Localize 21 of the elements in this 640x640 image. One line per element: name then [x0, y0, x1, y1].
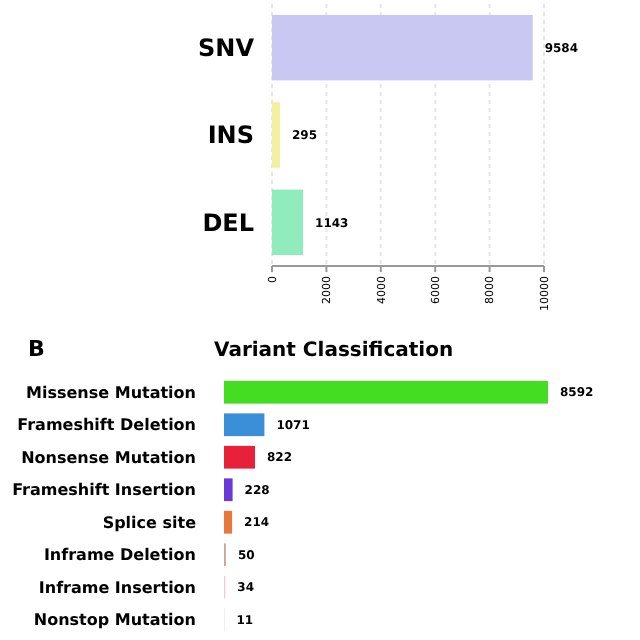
bar: [224, 445, 255, 469]
chart-title: Variant Classification: [214, 340, 454, 362]
y-tick-label: DEL: [202, 208, 255, 237]
y-tick-label: Inframe Insertion: [38, 578, 197, 597]
y-tick-label: Frameshift Deletion: [17, 416, 197, 435]
text: B: [28, 336, 45, 362]
bar: [224, 478, 233, 502]
bar: [224, 510, 233, 534]
y-tick-label: Splice site: [102, 513, 198, 532]
bar: [272, 102, 281, 168]
y-tick-label: SNV: [198, 34, 256, 63]
y-tick-label: Frameshift Insertion: [12, 481, 197, 500]
y-tick-label: Nonstop Mutation: [33, 611, 197, 630]
y-tick-label: Nonsense Mutation: [21, 448, 197, 467]
bar: [224, 413, 265, 437]
y-tick-label: INS: [207, 121, 254, 150]
y-tick-label: Inframe Deletion: [43, 546, 197, 565]
bar: [272, 14, 533, 81]
bar: [224, 380, 548, 404]
bar: [272, 189, 304, 256]
y-tick-label: Missense Mutation: [26, 383, 197, 402]
